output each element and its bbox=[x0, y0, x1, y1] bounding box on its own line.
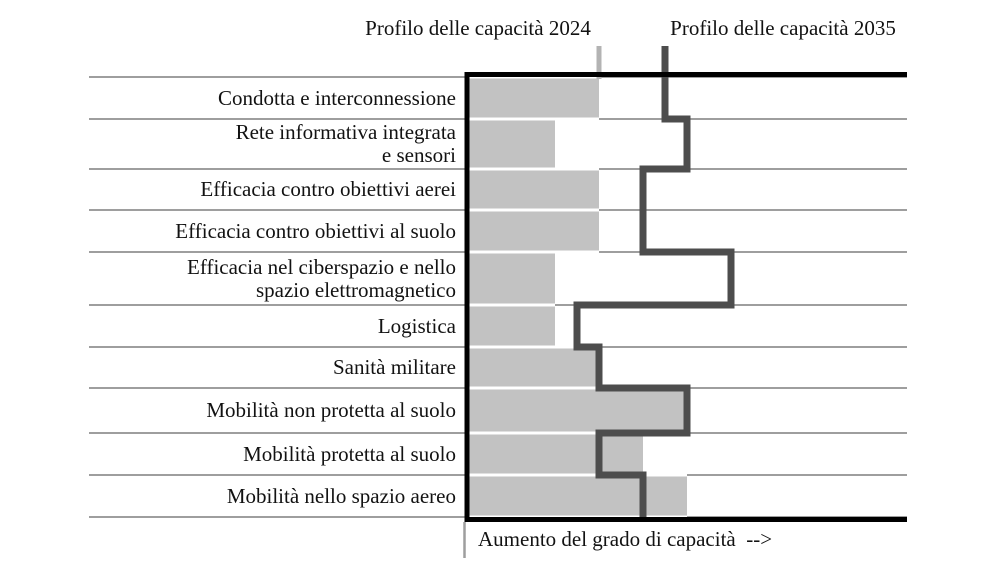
bar-2024-row-3 bbox=[467, 211, 599, 251]
category-label-7: Mobilità non protetta al suolo bbox=[206, 398, 456, 422]
bar-2024-row-5 bbox=[467, 306, 555, 346]
bar-2024-row-6 bbox=[467, 348, 599, 387]
category-label-0: Condotta e interconnessione bbox=[218, 85, 456, 110]
legend-label-2024: Profilo delle capacità 2024 bbox=[365, 16, 591, 40]
category-label-4: Efficacia nel ciberspazio e nello spazio… bbox=[187, 254, 456, 302]
legend-tick-2024 bbox=[596, 46, 602, 79]
bar-2024-row-1 bbox=[467, 120, 555, 168]
category-label-9: Mobilità nello spazio aereo bbox=[226, 483, 456, 508]
bar-2024-row-2 bbox=[467, 170, 599, 209]
bar-2024-row-7 bbox=[467, 389, 687, 432]
bar-2024-row-4 bbox=[467, 253, 555, 304]
category-label-8: Mobilità protetta al suolo bbox=[243, 441, 456, 466]
bar-2024-row-0 bbox=[467, 78, 599, 118]
x-axis-label: Aumento del grado di capacità --> bbox=[478, 527, 773, 551]
bar-2024-row-8 bbox=[467, 434, 643, 474]
step-line-2035 bbox=[573, 46, 735, 517]
legend-label-2035: Profilo delle capacità 2035 bbox=[670, 16, 896, 40]
category-label-2: Efficacia contro obiettivi aerei bbox=[200, 177, 456, 201]
category-label-3: Efficacia contro obiettivi al suolo bbox=[175, 218, 456, 243]
category-label-1: Rete informativa integrata e sensori bbox=[235, 120, 456, 167]
bar-2024-row-9 bbox=[467, 476, 687, 516]
category-label-5: Logistica bbox=[377, 313, 456, 338]
category-label-6: Sanità militare bbox=[332, 355, 456, 379]
